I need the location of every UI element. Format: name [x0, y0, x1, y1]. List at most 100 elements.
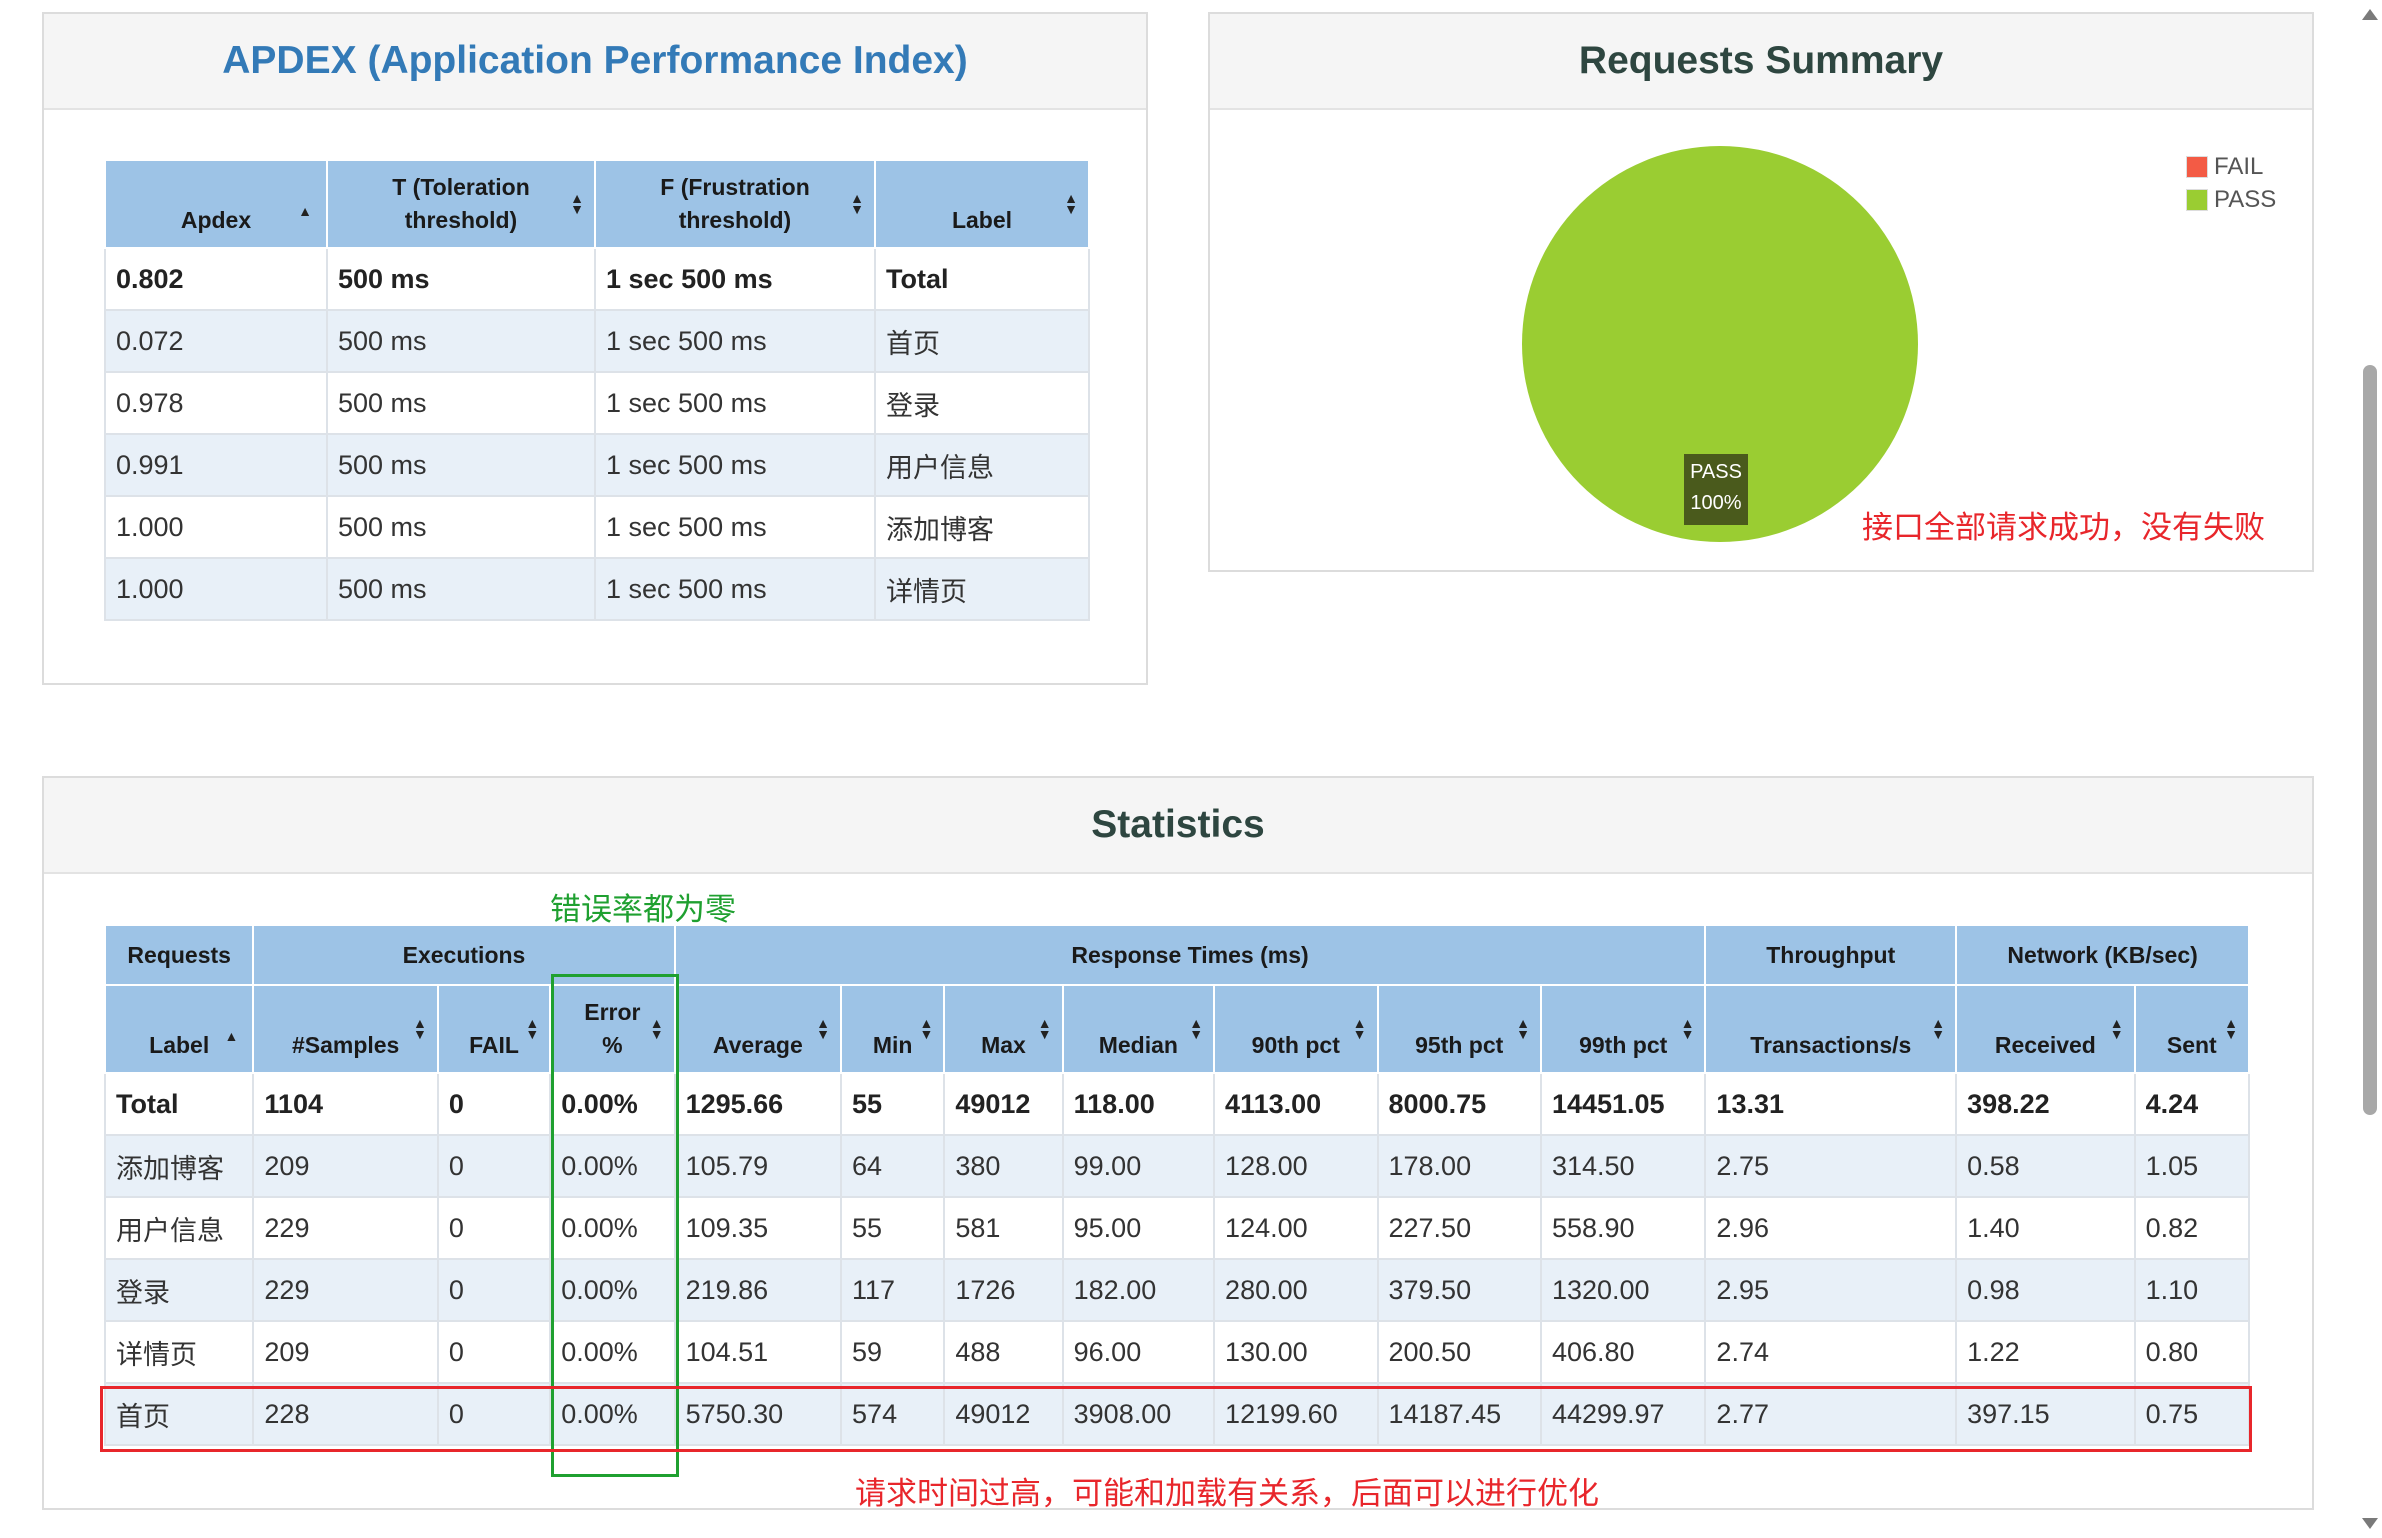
table-cell: 2.74 [1704, 1320, 1958, 1384]
table-cell: 首页 [874, 309, 1090, 373]
column-header-95th-pct[interactable]: 95th pct ▲ ▼ [1376, 984, 1542, 1074]
sort-both-icon[interactable]: ▲ ▼ [1189, 1015, 1204, 1042]
header-text: F (Frustration [660, 174, 810, 200]
legend-label: FAIL [2214, 152, 2264, 180]
table-cell: 209 [252, 1134, 439, 1198]
header-text: Received [1994, 1032, 2096, 1058]
statistics-title: Statistics [44, 778, 2312, 874]
table-cell: 1.000 [104, 495, 328, 559]
group-header-requests: Requests [103, 924, 255, 986]
sort-both-icon[interactable]: ▲ ▼ [649, 1015, 664, 1042]
table-cell: 14187.45 [1376, 1382, 1542, 1446]
table-cell: 1.000 [104, 557, 328, 621]
header-text: Label [149, 1032, 210, 1058]
column-header-error[interactable]: Error% ▲ ▼ [549, 984, 676, 1074]
column-header-samples[interactable]: #Samples ▲ ▼ [252, 984, 439, 1074]
table-cell: 488 [943, 1320, 1064, 1384]
table-cell: 49012 [943, 1382, 1064, 1446]
sort-both-icon[interactable]: ▲ ▼ [413, 1015, 427, 1042]
sort-both-icon[interactable]: ▲ ▼ [1037, 1015, 1052, 1042]
table-cell: 详情页 [103, 1320, 255, 1384]
table-cell: 398.22 [1955, 1072, 2136, 1136]
column-header-average[interactable]: Average ▲ ▼ [673, 984, 843, 1074]
table-row: 用户信息 229 0 0.00% 109.35 55 581 95.00 124.00 227.5… [103, 1196, 2251, 1260]
scroll-down-arrow-icon[interactable] [2362, 1518, 2378, 1529]
column-header-label[interactable]: Label ▲ ▼ [874, 159, 1090, 249]
legend-swatch [2186, 155, 2208, 178]
group-header-throughput: Throughput [1704, 924, 1958, 986]
requests-summary-panel: Requests Summary PASS 100% FAIL PASS 接口全部… [1208, 12, 2314, 572]
column-header-90th-pct[interactable]: 90th pct ▲ ▼ [1213, 984, 1379, 1074]
scrollbar-thumb[interactable] [2363, 365, 2377, 1115]
table-row: 1.000 500 ms 1 sec 500 ms 详情页 [104, 557, 1090, 621]
sort-both-icon[interactable]: ▲ ▼ [1352, 1015, 1367, 1042]
column-header-t-toleration-threshold[interactable]: T (Toleration threshold) ▲ ▼ [326, 159, 596, 249]
table-cell: 1 sec 500 ms [594, 247, 876, 311]
table-cell: 13.31 [1704, 1072, 1958, 1136]
column-header-max[interactable]: Max ▲ ▼ [943, 984, 1064, 1074]
column-header-sent[interactable]: Sent ▲ ▼ [2133, 984, 2251, 1074]
table-cell: 44299.97 [1539, 1382, 1707, 1446]
table-cell: 227.50 [1376, 1196, 1542, 1260]
page-scrollbar[interactable] [2356, 0, 2382, 1538]
table-cell: 3908.00 [1061, 1382, 1216, 1446]
sort-both-icon[interactable]: ▲ ▼ [816, 1015, 831, 1042]
table-cell: 219.86 [673, 1258, 843, 1322]
table-row: 详情页 209 0 0.00% 104.51 59 488 96.00 130.00 200.50… [103, 1320, 2251, 1384]
sort-both-icon[interactable]: ▲ ▼ [1680, 1015, 1695, 1042]
column-header-f-frustration-threshold[interactable]: F (Frustration threshold) ▲ ▼ [594, 159, 876, 249]
header-text: Error [584, 999, 641, 1025]
table-row: 0.991 500 ms 1 sec 500 ms 用户信息 [104, 433, 1090, 497]
scroll-up-arrow-icon[interactable] [2362, 9, 2378, 20]
table-cell: 1.40 [1955, 1196, 2136, 1260]
sort-both-icon[interactable]: ▲ ▼ [1931, 1015, 1946, 1042]
apdex-table: Apdex ▲ T (Toleration threshold) ▲ ▼ F (Frustr… [104, 159, 1090, 621]
table-cell: 229 [252, 1196, 439, 1260]
header-text: 90th pct [1251, 1032, 1340, 1058]
legend-item-pass[interactable]: PASS [2186, 183, 2276, 216]
legend-item-fail[interactable]: FAIL [2186, 150, 2276, 183]
column-header-received[interactable]: Received ▲ ▼ [1955, 984, 2136, 1074]
table-cell: 500 ms [326, 557, 596, 621]
column-header-label[interactable]: Label ▲ [103, 984, 255, 1074]
table-cell: 1 sec 500 ms [594, 495, 876, 559]
sort-both-icon[interactable]: ▲ ▼ [1064, 190, 1078, 217]
table-cell: 2.77 [1704, 1382, 1958, 1446]
column-header-min[interactable]: Min ▲ ▼ [840, 984, 946, 1074]
sort-ascending-icon[interactable]: ▲ [298, 203, 312, 220]
sort-both-icon[interactable]: ▲ ▼ [525, 1015, 540, 1042]
error-rate-annotation: 错误率都为零 [550, 892, 736, 927]
sort-both-icon[interactable]: ▲ ▼ [2224, 1015, 2238, 1042]
table-cell: 200.50 [1376, 1320, 1542, 1384]
table-cell: 添加博客 [103, 1134, 255, 1198]
sort-both-icon[interactable]: ▲ ▼ [850, 190, 864, 217]
table-row: 添加博客 209 0 0.00% 105.79 64 380 99.00 128.00 178.0… [103, 1134, 2251, 1198]
column-header-apdex[interactable]: Apdex ▲ [104, 159, 328, 249]
sort-both-icon[interactable]: ▲ ▼ [1516, 1015, 1530, 1042]
header-text: % [602, 1032, 623, 1058]
column-header-99th-pct[interactable]: 99th pct ▲ ▼ [1539, 984, 1707, 1074]
sort-both-icon[interactable]: ▲ ▼ [2109, 1015, 2124, 1042]
sort-ascending-icon[interactable]: ▲ [224, 1028, 239, 1045]
table-cell: 128.00 [1213, 1134, 1379, 1198]
group-header-response-times-ms: Response Times (ms) [673, 924, 1707, 986]
table-cell: 64 [840, 1134, 946, 1198]
pie-label-percent: 100% [1690, 492, 1742, 514]
table-cell: 12199.60 [1213, 1382, 1379, 1446]
table-cell: Total [874, 247, 1090, 311]
table-cell: 500 ms [326, 247, 596, 311]
header-text: Sent [2166, 1032, 2217, 1058]
table-cell: 4.24 [2133, 1072, 2251, 1136]
requests-pie-chart [1522, 146, 1918, 542]
error-column-highlight [551, 974, 679, 1477]
table-cell: 8000.75 [1376, 1072, 1542, 1136]
header-text: threshold) [404, 207, 518, 233]
sort-both-icon[interactable]: ▲ ▼ [570, 190, 584, 217]
column-header-transactions-s[interactable]: Transactions/s ▲ ▼ [1704, 984, 1958, 1074]
group-header-executions: Executions [252, 924, 676, 986]
column-header-fail[interactable]: FAIL ▲ ▼ [436, 984, 552, 1074]
header-text: threshold) [678, 207, 792, 233]
column-header-median[interactable]: Median ▲ ▼ [1061, 984, 1216, 1074]
sort-both-icon[interactable]: ▲ ▼ [919, 1015, 934, 1042]
table-cell: 0.802 [104, 247, 328, 311]
